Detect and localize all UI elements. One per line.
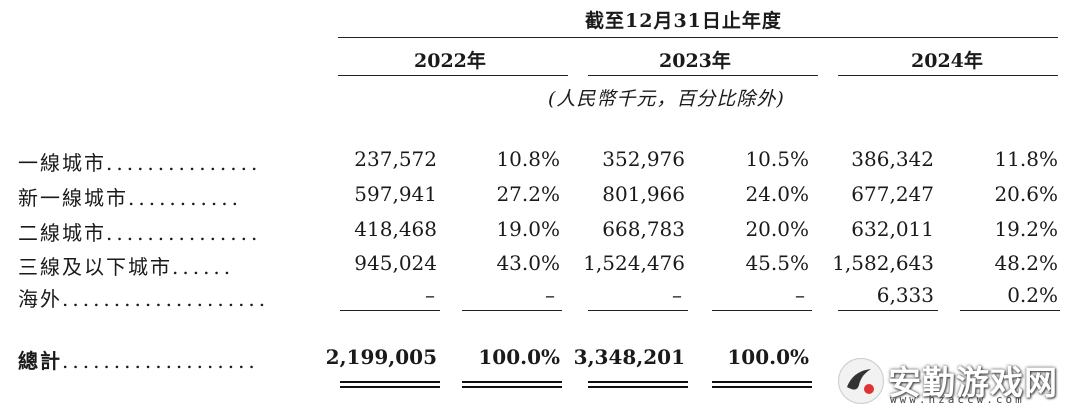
pct-2023: –	[795, 283, 805, 307]
total-double-rule	[712, 381, 812, 388]
value-2023: 352,976	[602, 147, 685, 171]
subtotal-rule	[960, 310, 1060, 311]
pct-2023: 45.5%	[745, 251, 809, 275]
year-2024-header: 2024年	[911, 50, 983, 72]
year-2022-rule	[338, 75, 568, 76]
row-label: 三線及以下城市......	[18, 255, 235, 279]
row-label: 新一線城市...........	[18, 186, 242, 210]
subtotal-rule	[340, 310, 440, 311]
total-double-rule	[340, 381, 440, 388]
pct-2024: 0.2%	[1007, 283, 1058, 307]
unit-note: (人民幣千元，百分比除外)	[548, 88, 785, 110]
pct-2024: 19.2%	[994, 217, 1058, 241]
value-2023: 801,966	[602, 182, 685, 206]
pct-2022: 19.0%	[496, 217, 560, 241]
value-2022: 237,572	[354, 147, 437, 171]
value-2022: 418,468	[354, 217, 437, 241]
year-2024-rule	[838, 75, 1058, 76]
watermark-logo-icon	[838, 358, 884, 404]
value-2024: 6,333	[876, 283, 934, 307]
watermark-text: 安勤游戏网	[888, 363, 1058, 402]
pct-2022: –	[545, 283, 555, 307]
pct-2022: 27.2%	[496, 182, 560, 206]
value-2024: 677,247	[851, 182, 934, 206]
total-double-rule	[462, 381, 562, 388]
value-2024: 1,582,643	[832, 251, 934, 275]
pct-2022: 10.8%	[496, 147, 560, 171]
header-rule-top	[338, 37, 1058, 38]
period-header: 截至12月31日止年度	[585, 10, 782, 32]
total-value-2023: 3,348,201	[573, 345, 685, 369]
row-label: 二線城市...............	[18, 221, 262, 245]
value-2023: 668,783	[602, 217, 685, 241]
row-label: 海外....................	[18, 287, 270, 311]
total-double-rule	[588, 381, 688, 388]
value-2023: 1,524,476	[583, 251, 685, 275]
watermark-url: www.hzaccw.com	[890, 393, 1025, 406]
year-2023-rule	[588, 75, 818, 76]
subtotal-rule	[712, 310, 812, 311]
total-label: 總計...................	[18, 349, 259, 373]
pct-2023: 10.5%	[745, 147, 809, 171]
pct-2023: 24.0%	[745, 182, 809, 206]
total-pct-2023: 100.0%	[727, 345, 809, 369]
value-2022: 945,024	[354, 251, 437, 275]
value-2023: –	[672, 283, 682, 307]
pct-2024: 20.6%	[994, 182, 1058, 206]
value-2022: –	[425, 283, 435, 307]
pct-2022: 43.0%	[496, 251, 560, 275]
subtotal-rule	[838, 310, 938, 311]
total-pct-2022: 100.0%	[478, 345, 560, 369]
pct-2023: 20.0%	[745, 217, 809, 241]
year-2023-header: 2023年	[659, 50, 731, 72]
value-2024: 386,342	[851, 147, 934, 171]
subtotal-rule	[588, 310, 688, 311]
subtotal-rule	[462, 310, 562, 311]
year-2022-header: 2022年	[414, 50, 486, 72]
pct-2024: 11.8%	[994, 147, 1058, 171]
row-label: 一線城市...............	[18, 151, 262, 175]
total-value-2022: 2,199,005	[325, 345, 437, 369]
pct-2024: 48.2%	[994, 251, 1058, 275]
value-2022: 597,941	[354, 182, 437, 206]
value-2024: 632,011	[851, 217, 934, 241]
